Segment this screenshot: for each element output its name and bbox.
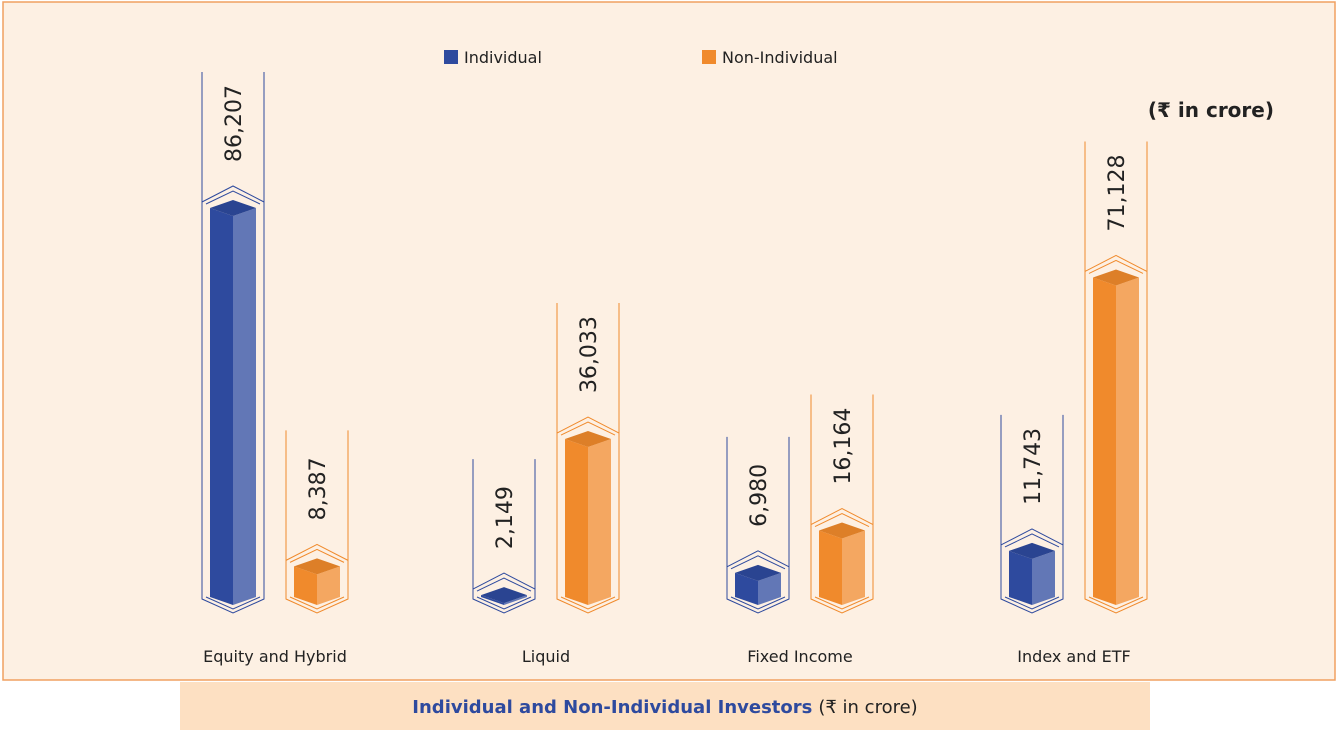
bar-frame: [726, 436, 790, 614]
bar-left-face: [1009, 550, 1032, 605]
bar: [481, 587, 527, 605]
bar-right-face: [1116, 277, 1139, 605]
x-tick-label: Fixed Income: [747, 647, 852, 666]
bar-right-face: [233, 208, 256, 605]
bar-left-face: [481, 595, 504, 605]
bar: [735, 564, 781, 605]
bar: [1093, 269, 1139, 605]
bar-frame: [556, 303, 620, 614]
bar-right-face: [504, 595, 527, 605]
bar-frame: [1084, 141, 1148, 614]
bar-top-face: [1093, 269, 1139, 286]
bar-top-face: [1009, 542, 1055, 559]
bar-frame: [472, 459, 536, 614]
chart-title: Individual and Non-Individual Investors (…: [412, 697, 917, 718]
bar-frame: [201, 72, 265, 614]
bar-right-face: [1032, 550, 1055, 605]
bar: [819, 522, 865, 605]
bar: [565, 431, 611, 605]
bar-frame: [285, 430, 349, 614]
title-box: [180, 682, 1150, 730]
bar-left-face: [565, 439, 588, 605]
bar-right-face: [588, 439, 611, 605]
bar-top-face: [481, 587, 527, 604]
value-label: 2,149: [493, 486, 518, 549]
bar-top-face: [819, 522, 865, 539]
bar-top-face: [210, 200, 256, 216]
legend-swatch: [444, 50, 458, 64]
value-label: 11,743: [1021, 428, 1046, 505]
value-label: 86,207: [222, 85, 247, 162]
bar-left-face: [735, 572, 758, 605]
bar-right-face: [317, 566, 340, 605]
value-label: 8,387: [306, 457, 331, 520]
value-label: 16,164: [831, 408, 856, 485]
bar: [294, 558, 340, 605]
bar-top-face: [294, 558, 340, 575]
bar-left-face: [210, 208, 233, 605]
bar-left-face: [294, 566, 317, 605]
unit-label: (₹ in crore): [1148, 98, 1274, 122]
value-label: 71,128: [1105, 154, 1130, 231]
legend-label: Individual: [464, 48, 542, 67]
title-main: Individual and Non-Individual Investors: [412, 697, 812, 718]
bar-top-face: [735, 564, 781, 581]
value-label: 6,980: [747, 464, 772, 527]
legend-swatch: [702, 50, 716, 64]
bar-left-face: [1093, 277, 1116, 605]
bar: [210, 200, 256, 605]
x-tick-label: Index and ETF: [1017, 647, 1130, 666]
bar-top-face: [565, 431, 611, 448]
title-unit: (₹ in crore): [818, 697, 917, 718]
bar-right-face: [842, 530, 865, 605]
bar-left-face: [819, 530, 842, 605]
bar-right-face: [758, 572, 781, 605]
legend-label: Non-Individual: [722, 48, 838, 67]
bar-frame: [810, 394, 874, 614]
bar: [1009, 542, 1055, 605]
value-label: 36,033: [577, 316, 602, 393]
bar-frame: [1000, 414, 1064, 614]
x-tick-label: Equity and Hybrid: [203, 647, 347, 666]
x-tick-label: Liquid: [522, 647, 570, 666]
